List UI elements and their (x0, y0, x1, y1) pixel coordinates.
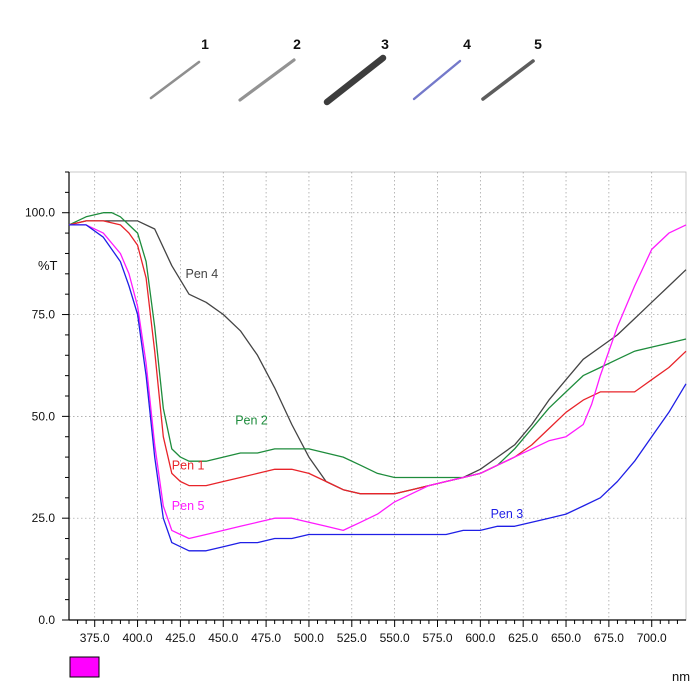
series-line-pen-3 (69, 224, 687, 552)
pen-sample-1-stroke (149, 60, 201, 100)
x-tick-label: 525.0 (337, 631, 367, 645)
series-line-pen-4 (68, 220, 687, 495)
x-tick-label: 550.0 (380, 631, 410, 645)
pen-sample-3-label: 3 (381, 36, 389, 52)
pen-sample-2-label: 2 (293, 36, 301, 52)
x-tick-label: 375.0 (80, 631, 110, 645)
pen-sample-5-stroke (481, 59, 535, 101)
series-labels: Pen 4 Pen 2 Pen 1 Pen 5 Pen 3 (172, 267, 524, 521)
pen-sample-3-stroke (323, 54, 387, 106)
y-tick-label: 50.0 (32, 409, 56, 423)
series-label-pen-5: Pen 5 (172, 499, 205, 513)
pen-sample-2-stroke (238, 58, 296, 102)
pen-sample-4-label: 4 (463, 36, 471, 52)
series-label-pen-4: Pen 4 (186, 267, 219, 281)
axes: 375.0 400.0 425.0 450.0 475.0 500.0 525.0 550.0… (25, 171, 686, 645)
x-tick-label: 450.0 (208, 631, 238, 645)
legend-swatch (69, 656, 100, 678)
pen-sample-1-label: 1 (201, 36, 209, 52)
series-line-pen-2 (68, 212, 687, 479)
y-tick-label: 75.0 (32, 308, 56, 322)
series-line-pen-1 (68, 220, 687, 495)
x-tick-label: 700.0 (637, 631, 667, 645)
series-label-pen-1: Pen 1 (172, 458, 205, 472)
series-label-pen-2: Pen 2 (235, 414, 268, 428)
x-tick-label: 400.0 (123, 631, 153, 645)
series-label-pen-3: Pen 3 (491, 507, 524, 521)
x-tick-label: 600.0 (465, 631, 495, 645)
x-tick-label: 625.0 (508, 631, 538, 645)
x-tick-label: 425.0 (165, 631, 195, 645)
x-tick-label: 475.0 (251, 631, 281, 645)
x-tick-label: 650.0 (551, 631, 581, 645)
x-tick-label: 575.0 (422, 631, 452, 645)
x-tick-label: 675.0 (594, 631, 624, 645)
pen-sample-5-label: 5 (534, 36, 542, 52)
pen-sample-4-stroke (412, 59, 462, 101)
series-line-pen-5 (69, 224, 687, 540)
x-tick-label: 500.0 (294, 631, 324, 645)
y-tick-label: 100.0 (25, 206, 55, 220)
series-lines (68, 212, 687, 552)
y-tick-label: 0.0 (38, 613, 55, 627)
pen-samples: 1 2 3 4 5 (149, 36, 542, 106)
y-axis-label: %T (38, 258, 58, 273)
x-axis-label: nm (672, 669, 690, 684)
y-tick-label: 25.0 (32, 511, 56, 525)
